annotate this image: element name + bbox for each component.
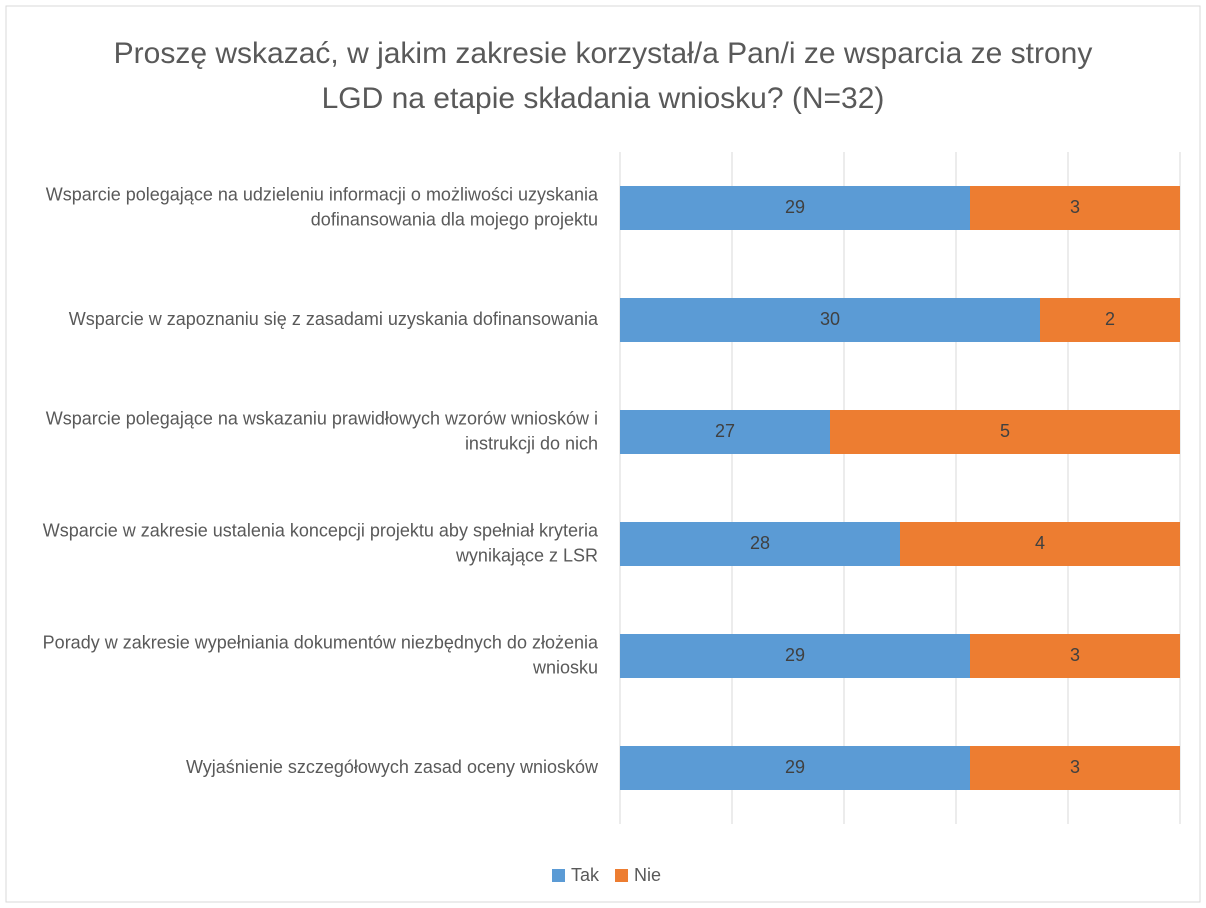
bar-segment	[620, 746, 970, 790]
legend-swatch	[552, 869, 565, 882]
data-label: 3	[1070, 645, 1080, 665]
y-tick-label: Wsparcie w zakresie ustalenia koncepcji …	[43, 520, 599, 565]
data-label: 30	[820, 309, 840, 329]
legend-swatch	[615, 869, 629, 882]
y-tick-label: Porady w zakresie wypełniania dokumentów…	[43, 632, 599, 677]
data-label: 27	[715, 421, 735, 441]
bar-segment	[620, 186, 970, 230]
bar-segment	[970, 634, 1180, 678]
data-label: 2	[1105, 309, 1115, 329]
bar-segment	[620, 298, 1040, 342]
data-label: 3	[1070, 757, 1080, 777]
bar-segment	[970, 186, 1180, 230]
data-label: 3	[1070, 197, 1080, 217]
chart-title: Proszę wskazać, w jakim zakresie korzyst…	[114, 37, 1093, 115]
data-label: 29	[785, 197, 805, 217]
legend-label: Tak	[571, 865, 600, 885]
y-tick-label: Wsparcie w zapoznaniu się z zasadami uzy…	[69, 309, 599, 329]
legend-label: Nie	[634, 865, 661, 885]
bar-segment	[900, 522, 1180, 566]
y-tick-label: Wsparcie polegające na udzieleniu inform…	[46, 184, 599, 229]
y-tick-label: Wyjaśnienie szczegółowych zasad oceny wn…	[186, 757, 599, 777]
bar-segment	[830, 410, 1180, 454]
data-label: 4	[1035, 533, 1045, 553]
bar-segment	[620, 634, 970, 678]
bar-segment	[1040, 298, 1180, 342]
bar-segment	[970, 746, 1180, 790]
bar-segment	[620, 522, 900, 566]
data-label: 28	[750, 533, 770, 553]
data-label: 5	[1000, 421, 1010, 441]
data-label: 29	[785, 757, 805, 777]
data-label: 29	[785, 645, 805, 665]
y-tick-label: Wsparcie polegające na wskazaniu prawidł…	[46, 408, 598, 453]
bar-segment	[620, 410, 830, 454]
